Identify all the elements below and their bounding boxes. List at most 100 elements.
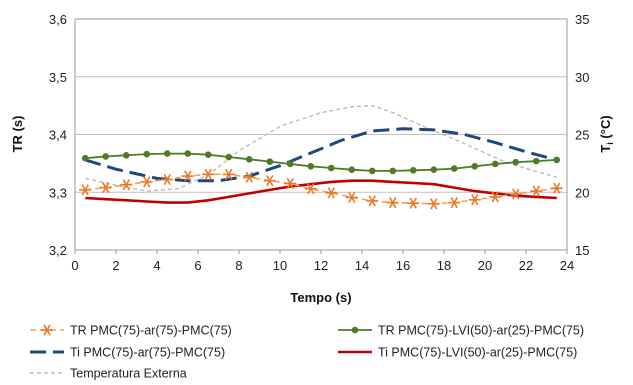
- x-tick-label: 22: [519, 258, 533, 273]
- data-point: [81, 154, 89, 162]
- legend-label: Ti PMC(75)-LVI(50)-ar(25)-PMC(75): [378, 346, 577, 360]
- data-point: [161, 173, 174, 186]
- legend-item: Ti PMC(75)-ar(75)-PMC(75): [30, 346, 225, 360]
- x-tick-label: 16: [396, 258, 410, 273]
- data-point: [325, 187, 338, 199]
- x-tick-label: 10: [273, 258, 287, 273]
- x-tick-label: 4: [153, 258, 160, 273]
- data-point: [450, 165, 458, 172]
- data-point: [491, 160, 499, 168]
- data-point: [407, 197, 420, 209]
- legend-label: TR PMC(75)-ar(75)-PMC(75): [70, 324, 232, 338]
- x-tick-label: 0: [71, 258, 78, 273]
- x-tick-label: 6: [194, 258, 201, 273]
- data-point: [512, 158, 520, 166]
- legend-marker: [351, 326, 359, 334]
- data-point: [225, 153, 233, 161]
- data-point: [430, 166, 438, 174]
- data-point: [389, 167, 397, 175]
- legend-marker: [41, 324, 53, 336]
- data-point: [120, 179, 133, 191]
- left-axis-ticks: 3,2 3,3 3,4 3,5 3,6: [49, 12, 67, 258]
- data-point: [427, 198, 440, 210]
- y-left-tick-label: 3,5: [49, 70, 67, 85]
- series-4: [85, 179, 557, 204]
- series-1: [79, 168, 563, 210]
- data-point: [509, 188, 522, 200]
- data-point: [266, 158, 274, 165]
- y-left-tick-label: 3,6: [49, 12, 67, 27]
- series-line: [85, 152, 557, 172]
- data-point: [102, 153, 110, 160]
- data-point: [307, 162, 315, 170]
- legend-label: Ti PMC(75)-ar(75)-PMC(75): [70, 346, 225, 360]
- y-right-tick-label: 15: [575, 243, 589, 258]
- data-point: [181, 170, 194, 182]
- data-point: [327, 164, 335, 172]
- y-right-tick-label: 25: [575, 128, 589, 143]
- legend: TR PMC(75)-ar(75)-PMC(75) TR PMC(75)-LVI(…: [30, 324, 584, 381]
- x-tick-label: 8: [235, 258, 242, 273]
- series-layer: [79, 104, 563, 210]
- data-point: [345, 191, 358, 204]
- right-axis-ticks: 15 20 25 30 35: [575, 12, 589, 258]
- x-tick-label: 20: [478, 258, 492, 273]
- right-axis-title: Ti (°C): [598, 115, 615, 152]
- data-point: [202, 168, 215, 180]
- legend-item: TR PMC(75)-ar(75)-PMC(75): [30, 324, 232, 338]
- series-3: [84, 127, 558, 183]
- data-point: [286, 160, 294, 168]
- data-point: [163, 150, 171, 157]
- data-point: [489, 191, 502, 203]
- data-point: [530, 185, 543, 197]
- series-line: [85, 104, 557, 192]
- x-tick-label: 14: [355, 258, 369, 273]
- data-point: [99, 182, 112, 194]
- x-axis-title: Tempo (s): [290, 290, 351, 305]
- series-2: [81, 150, 561, 175]
- y-left-tick-label: 3,2: [49, 243, 67, 258]
- legend-label: TR PMC(75)-LVI(50)-ar(25)-PMC(75): [378, 324, 584, 338]
- x-tick-label: 24: [560, 258, 574, 273]
- data-point: [245, 156, 253, 163]
- data-point: [243, 171, 256, 183]
- gridlines: [75, 18, 567, 251]
- data-point: [468, 194, 481, 206]
- data-point: [79, 184, 92, 196]
- data-point: [448, 197, 461, 209]
- legend-item: Temperatura Externa: [30, 367, 187, 381]
- data-point: [368, 167, 376, 175]
- x-tick-label: 18: [437, 258, 451, 273]
- legend-item: TR PMC(75)-LVI(50)-ar(25)-PMC(75): [338, 324, 584, 338]
- y-left-tick-label: 3,4: [49, 128, 67, 143]
- series-5: [85, 104, 557, 192]
- data-point: [409, 167, 417, 174]
- y-right-tick-label: 30: [575, 70, 589, 85]
- data-point: [553, 156, 561, 164]
- data-point: [348, 166, 356, 174]
- data-point: [532, 157, 540, 165]
- legend-label: Temperatura Externa: [70, 367, 187, 381]
- y-left-tick-label: 3,3: [49, 185, 67, 200]
- data-point: [184, 150, 192, 157]
- data-point: [550, 182, 563, 194]
- data-point: [140, 176, 153, 188]
- data-point: [304, 183, 317, 195]
- x-axis-ticks: 0 2 4 6 8 10 12 14 16 18 20 22 24: [71, 250, 574, 273]
- series-line: [84, 127, 558, 183]
- data-point: [263, 175, 276, 187]
- data-point: [284, 177, 297, 190]
- legend-item: Ti PMC(75)-LVI(50)-ar(25)-PMC(75): [338, 346, 577, 360]
- data-point: [122, 151, 130, 159]
- data-point: [204, 151, 212, 159]
- data-point: [386, 197, 399, 209]
- right-axis-title-base: T: [598, 145, 613, 153]
- right-axis-title-subscript: i: [605, 142, 615, 145]
- data-point: [222, 168, 235, 180]
- y-right-tick-label: 35: [575, 12, 589, 27]
- x-tick-label: 2: [112, 258, 119, 273]
- data-point: [366, 195, 379, 207]
- left-axis-title: TR (s): [10, 116, 25, 153]
- data-point: [143, 150, 151, 158]
